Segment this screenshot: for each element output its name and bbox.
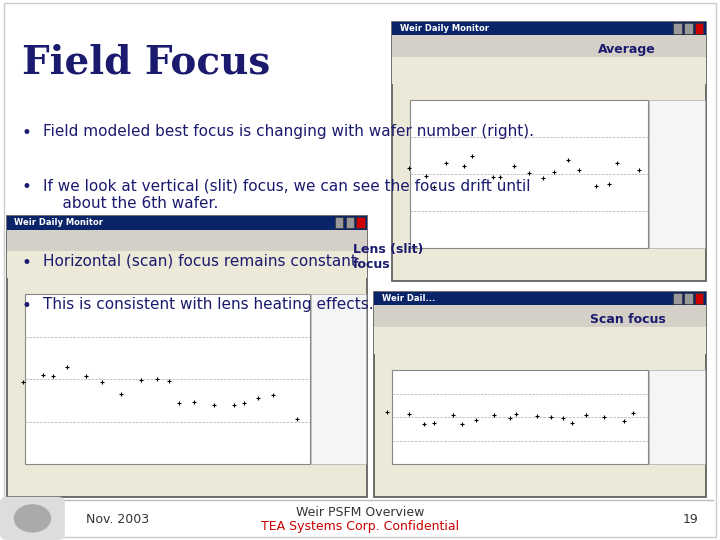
FancyBboxPatch shape — [0, 497, 65, 540]
Text: Field modeled best focus is changing with wafer number (right).: Field modeled best focus is changing wit… — [43, 124, 534, 139]
FancyBboxPatch shape — [673, 23, 682, 34]
FancyBboxPatch shape — [673, 293, 682, 304]
FancyBboxPatch shape — [7, 251, 367, 278]
FancyBboxPatch shape — [335, 217, 343, 228]
FancyBboxPatch shape — [392, 22, 706, 35]
Text: •: • — [22, 124, 32, 142]
FancyBboxPatch shape — [695, 293, 703, 304]
Text: •: • — [22, 297, 32, 315]
Text: •: • — [22, 178, 32, 196]
Text: Weir Dail...: Weir Dail... — [382, 294, 435, 303]
Text: 19: 19 — [683, 513, 698, 526]
Text: Weir PSFM Overview: Weir PSFM Overview — [296, 507, 424, 519]
FancyBboxPatch shape — [7, 216, 367, 229]
FancyBboxPatch shape — [392, 370, 648, 464]
FancyBboxPatch shape — [311, 294, 366, 464]
FancyBboxPatch shape — [374, 305, 706, 327]
Text: Scan focus: Scan focus — [590, 313, 666, 326]
FancyBboxPatch shape — [25, 294, 310, 464]
FancyBboxPatch shape — [410, 100, 648, 248]
FancyBboxPatch shape — [392, 22, 706, 281]
FancyBboxPatch shape — [374, 292, 706, 305]
FancyBboxPatch shape — [649, 100, 705, 248]
FancyBboxPatch shape — [684, 293, 693, 304]
FancyBboxPatch shape — [346, 217, 354, 228]
Text: Weir Daily Monitor: Weir Daily Monitor — [14, 218, 104, 227]
FancyBboxPatch shape — [649, 370, 705, 464]
Text: TEA Systems Corp. Confidential: TEA Systems Corp. Confidential — [261, 520, 459, 533]
FancyBboxPatch shape — [695, 23, 703, 34]
FancyBboxPatch shape — [374, 327, 706, 354]
Text: •: • — [22, 254, 32, 272]
Text: Nov. 2003: Nov. 2003 — [86, 513, 150, 526]
Text: Field Focus: Field Focus — [22, 43, 270, 81]
FancyBboxPatch shape — [7, 230, 367, 251]
Text: This is consistent with lens heating effects.: This is consistent with lens heating eff… — [43, 297, 374, 312]
FancyBboxPatch shape — [7, 216, 367, 497]
FancyBboxPatch shape — [392, 35, 706, 57]
FancyBboxPatch shape — [392, 57, 706, 84]
Text: Lens (slit)
focus: Lens (slit) focus — [353, 243, 423, 271]
Text: Horizontal (scan) focus remains constant.: Horizontal (scan) focus remains constant… — [43, 254, 362, 269]
Text: Weir Daily Monitor: Weir Daily Monitor — [400, 24, 489, 33]
FancyBboxPatch shape — [374, 292, 706, 497]
FancyBboxPatch shape — [684, 23, 693, 34]
FancyBboxPatch shape — [4, 3, 716, 537]
FancyBboxPatch shape — [356, 217, 365, 228]
Circle shape — [14, 505, 50, 532]
Text: If we look at vertical (slit) focus, we can see the focus drift until
    about : If we look at vertical (slit) focus, we … — [43, 178, 531, 211]
Text: Average: Average — [598, 43, 655, 56]
